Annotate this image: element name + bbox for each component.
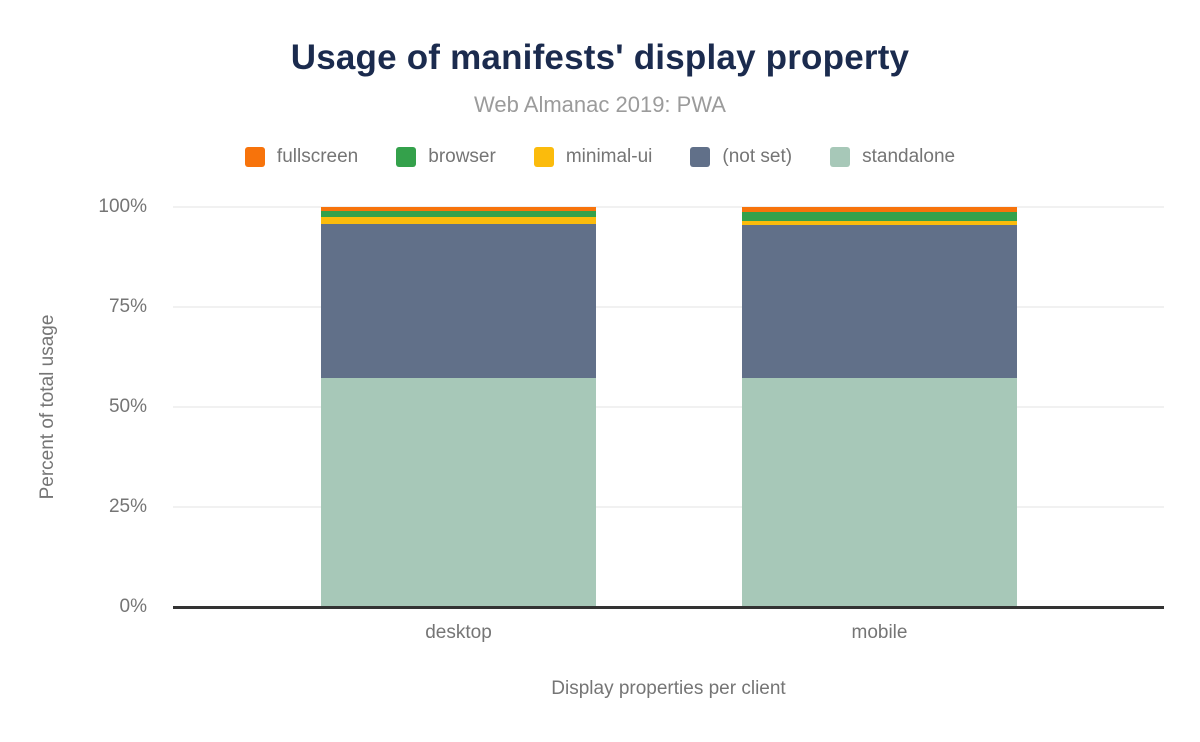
x-tick-desktop: desktop: [425, 622, 492, 643]
legend-item-browser: browser: [396, 146, 496, 168]
legend-swatch-icon: [690, 147, 711, 167]
legend-swatch-icon: [396, 147, 417, 167]
y-tick-0pct: 0%: [119, 596, 147, 617]
legend-item-not-set: (not set): [690, 146, 792, 168]
bar-segment-mobile-standalone[interactable]: [742, 378, 1017, 607]
bar-segment-mobile-not-set[interactable]: [742, 225, 1017, 379]
bar-segment-desktop-fullscreen[interactable]: [321, 207, 596, 212]
stacked-bar-desktop: [321, 207, 596, 607]
gridline-75pct: [173, 306, 1164, 308]
legend-label: fullscreen: [276, 146, 359, 167]
plot-area: [173, 206, 1164, 609]
chart-subtitle: Web Almanac 2019: PWA: [474, 92, 726, 117]
y-tick-50pct: 50%: [108, 396, 147, 417]
gridline-25pct: [173, 506, 1164, 508]
bar-segment-mobile-fullscreen[interactable]: [742, 207, 1017, 212]
legend-item-minimal-ui: minimal-ui: [533, 146, 653, 168]
legend-swatch-icon: [533, 147, 554, 167]
legend-item-standalone: standalone: [830, 146, 955, 168]
gridline-50pct: [173, 406, 1164, 408]
x-tick-mobile: mobile: [851, 622, 908, 643]
x-axis-title: Display properties per client: [551, 678, 786, 699]
legend-label: (not set): [722, 146, 793, 167]
legend-label: browser: [428, 146, 496, 167]
legend-swatch-icon: [830, 147, 851, 167]
stacked-bar-mobile: [742, 207, 1017, 607]
chart-title: Usage of manifests' display property: [290, 38, 910, 77]
legend-label: standalone: [862, 146, 956, 167]
legend-label: minimal-ui: [565, 146, 653, 167]
y-tick-25pct: 25%: [108, 496, 147, 517]
x-axis-line: [173, 606, 1164, 609]
bar-segment-mobile-browser[interactable]: [742, 211, 1017, 221]
bar-segment-desktop-minimal-ui[interactable]: [321, 217, 596, 224]
legend-item-fullscreen: fullscreen: [244, 146, 359, 168]
y-tick-75pct: 75%: [108, 296, 147, 317]
bar-segment-desktop-standalone[interactable]: [321, 378, 596, 607]
chart-legend: fullscreen browser minimal-ui (not set) stan…: [0, 146, 1200, 168]
bar-segment-desktop-not-set[interactable]: [321, 223, 596, 379]
gridline-100pct: [173, 206, 1164, 208]
bar-segment-mobile-minimal-ui[interactable]: [742, 220, 1017, 226]
legend-swatch-icon: [244, 147, 265, 167]
bar-segment-desktop-browser[interactable]: [321, 211, 596, 218]
y-tick-100pct: 100%: [98, 196, 147, 217]
